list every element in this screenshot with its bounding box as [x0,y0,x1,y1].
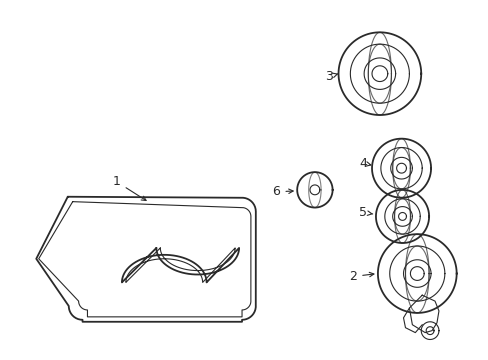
Text: 4: 4 [359,157,370,170]
Text: 6: 6 [272,185,293,198]
Text: 2: 2 [348,270,373,283]
Text: 5: 5 [358,206,372,219]
Text: 3: 3 [324,70,337,83]
Text: 1: 1 [113,175,146,201]
